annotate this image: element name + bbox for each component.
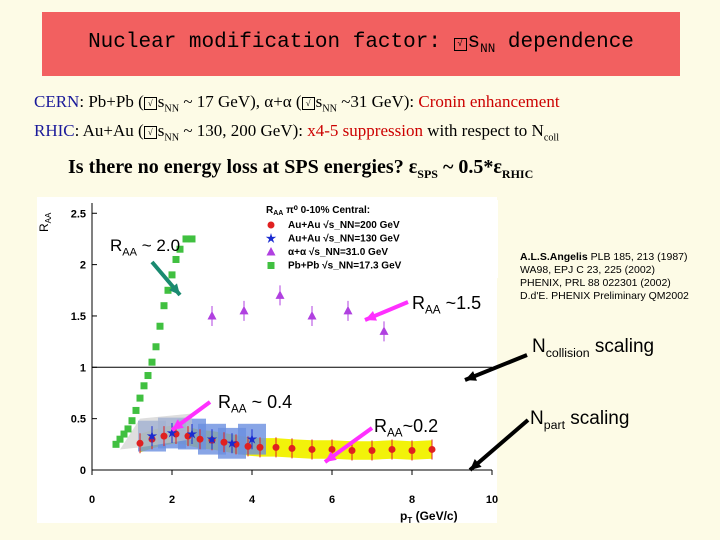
reference-3: PHENIX, PRL 88 022301 (2002) xyxy=(520,277,671,289)
triangle-point xyxy=(379,326,389,335)
rhic-line: RHIC: Au+Au (√ sNN ~ 130, 200 GeV): x4-5 … xyxy=(34,121,560,144)
arrow-npart-head xyxy=(470,458,482,470)
green-square-point xyxy=(176,245,184,253)
energy-loss-question: Is there no energy loss at SPS energies?… xyxy=(68,156,534,181)
triangle-point xyxy=(239,305,249,315)
green-square-point xyxy=(164,286,172,294)
green-square-point xyxy=(120,430,128,438)
annotation-raa-0-4: RAA ~ 0.4 xyxy=(218,392,293,416)
red-circle-point xyxy=(308,445,316,453)
references: A.L.S.Angelis PLB 185, 213 (1987) WA98, … xyxy=(520,251,689,303)
sqrt-symbol-icon: √ xyxy=(143,126,157,139)
x-tick-label: 0 xyxy=(89,494,95,506)
green-square-point xyxy=(140,382,148,390)
star-point xyxy=(166,427,178,438)
arrow-raa-0-4-head xyxy=(172,419,184,430)
title-bar: Nuclear modification factor: √ sNN depend… xyxy=(42,12,680,76)
green-square-point xyxy=(182,235,190,243)
red-circle-point xyxy=(408,446,416,454)
green-square-point xyxy=(124,425,132,433)
green-square-point xyxy=(144,372,152,380)
annotation-raa-2: RAA ~ 2.0 xyxy=(110,236,181,259)
x-tick-label: 10 xyxy=(486,494,498,506)
green-square-point xyxy=(168,271,176,279)
reference-4: D.d'E. PHENIX Preliminary QM2002 xyxy=(520,290,689,302)
red-circle-point xyxy=(136,439,144,447)
reference-2: WA98, EPJ C 23, 225 (2002) xyxy=(520,264,656,276)
red-circle-point xyxy=(160,432,168,440)
x-tick-label: 2 xyxy=(169,494,175,506)
sqrt-symbol-icon: √ xyxy=(453,38,467,52)
green-square-point xyxy=(267,262,275,269)
green-square-point xyxy=(156,322,164,330)
green-square-point xyxy=(116,435,124,443)
cern-line: CERN: Pb+Pb (√ sNN ~ 17 GeV), α+α (√ sNN ~… xyxy=(34,92,560,115)
y-tick-label: 0.5 xyxy=(71,414,86,426)
star-point xyxy=(246,433,258,444)
red-circle-point xyxy=(272,443,280,451)
x-tick-label: 4 xyxy=(249,494,256,506)
arrow-raa-0-2-head xyxy=(325,451,337,462)
green-square-point xyxy=(172,255,180,263)
red-circle-point xyxy=(220,438,228,446)
legend-box xyxy=(255,200,498,278)
arrow-npart xyxy=(468,418,530,472)
annotation-raa-1-5: RAA ~1.5 xyxy=(412,293,482,317)
arrow-ncoll xyxy=(464,353,528,382)
x-axis-label: pT (GeV/c) xyxy=(400,509,458,525)
annotation-ncoll-scaling: Ncollision scaling xyxy=(532,336,655,360)
slide-title: Nuclear modification factor: √ sNN depend… xyxy=(88,31,634,57)
y-tick-label: 0 xyxy=(80,465,86,477)
green-square-point xyxy=(152,343,160,351)
red-circle-point xyxy=(428,445,436,453)
y-tick-label: 2 xyxy=(80,260,86,272)
y-tick-label: 2.5 xyxy=(71,208,86,220)
green-square-point xyxy=(160,302,168,310)
reference-1: A.L.S.Angelis PLB 185, 213 (1987) xyxy=(520,251,688,263)
legend-title: RAA π⁰ 0-10% Central: xyxy=(266,205,370,217)
star-point xyxy=(206,433,218,444)
green-square-point xyxy=(136,394,144,402)
red-circle-point xyxy=(368,446,376,454)
red-circle-point xyxy=(388,445,396,453)
star-point xyxy=(265,233,277,243)
x-tick-label: 6 xyxy=(329,494,335,506)
red-circle-point xyxy=(328,445,336,453)
red-circle-point xyxy=(267,221,275,229)
legend-entry: Au+Au √s_NN=200 GeV xyxy=(288,220,400,231)
red-circle-point xyxy=(256,443,264,451)
star-point xyxy=(146,430,158,441)
legend-entry: α+α √s_NN=31.0 GeV xyxy=(288,247,388,258)
legend-entry: Pb+Pb √s_NN=17.3 GeV xyxy=(288,261,402,272)
green-square-point xyxy=(132,406,140,414)
arrow-ncoll-head xyxy=(465,371,477,381)
star-point xyxy=(226,437,238,448)
red-circle-point xyxy=(288,444,296,452)
triangle-point xyxy=(266,247,276,256)
red-circle-point xyxy=(348,446,356,454)
green-square-point xyxy=(148,358,156,366)
triangle-point xyxy=(343,305,353,315)
green-square-point xyxy=(112,440,120,448)
triangle-point xyxy=(307,310,317,320)
x-tick-label: 8 xyxy=(409,494,415,506)
red-circle-point xyxy=(244,442,252,450)
sqrt-symbol-icon: √ xyxy=(301,97,315,110)
legend-entry: Au+Au √s_NN=130 GeV xyxy=(288,234,400,245)
triangle-point xyxy=(207,310,217,320)
arrow-raa-2-head xyxy=(169,283,180,295)
red-circle-point xyxy=(196,435,204,443)
green-square-point xyxy=(188,235,196,243)
arrow-raa-1-5-head xyxy=(365,311,377,321)
annotation-npart-scaling: Npart scaling xyxy=(530,408,630,432)
green-square-point xyxy=(128,417,136,425)
annotation-raa-0-2: RAA~0.2 xyxy=(374,416,439,440)
sqrt-symbol-icon: √ xyxy=(143,97,157,110)
y-tick-label: 1.5 xyxy=(71,311,86,323)
star-point xyxy=(186,428,198,439)
triangle-point xyxy=(275,290,285,299)
y-tick-label: 1 xyxy=(80,362,86,374)
